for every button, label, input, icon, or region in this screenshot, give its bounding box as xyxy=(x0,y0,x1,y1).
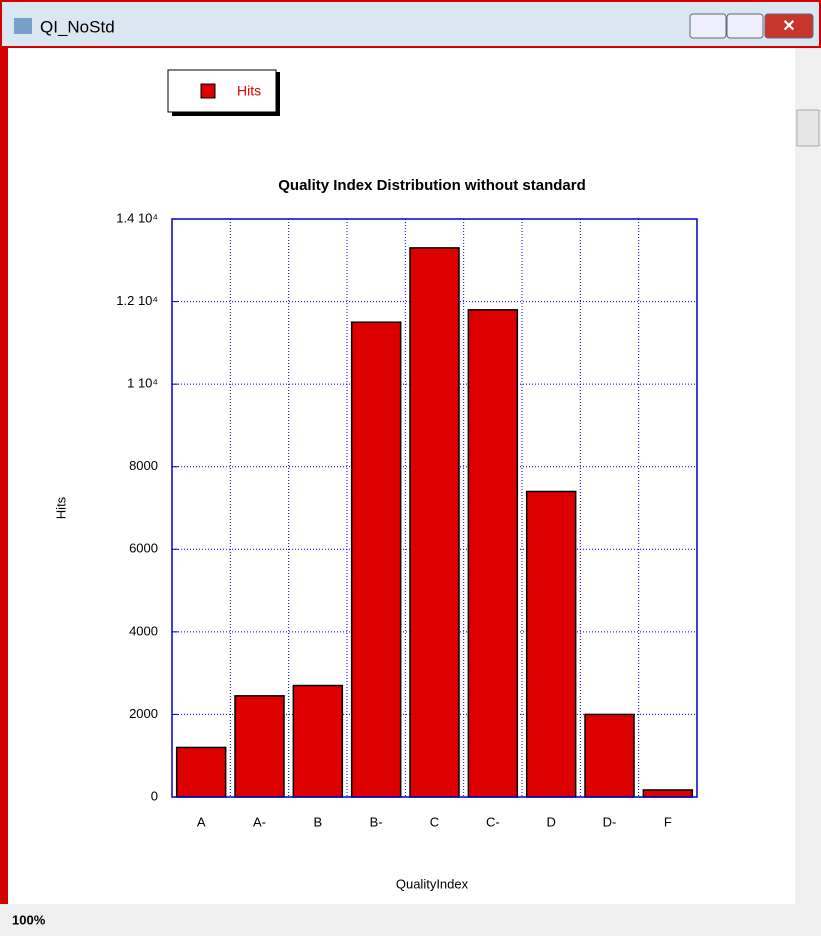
x-tick-label: D xyxy=(546,814,555,829)
x-tick-label: C xyxy=(430,814,439,829)
bar xyxy=(467,309,519,798)
legend-box xyxy=(167,69,277,113)
bar xyxy=(350,321,402,798)
y-tick-label: 0 xyxy=(151,788,158,803)
maximize-button[interactable] xyxy=(726,13,764,39)
bar xyxy=(525,490,577,798)
y-axis-label: Hits xyxy=(53,496,68,519)
minimize-button[interactable] xyxy=(689,13,727,39)
x-tick-label: F xyxy=(664,814,672,829)
bar xyxy=(175,746,227,798)
x-tick-label: C- xyxy=(486,814,500,829)
scroll-thumb[interactable] xyxy=(796,109,820,147)
bottom-bar xyxy=(0,904,821,936)
x-tick-label: B xyxy=(313,814,322,829)
close-button[interactable] xyxy=(764,13,814,39)
y-tick-label: 1 10⁴ xyxy=(127,376,158,391)
x-tick-label: B- xyxy=(370,814,383,829)
chart-title: Quality Index Distribution without stand… xyxy=(278,177,586,194)
close-x: ✕ xyxy=(782,18,795,35)
x-tick-label: A- xyxy=(253,814,266,829)
y-tick-label: 2000 xyxy=(129,706,158,721)
x-axis-label: QualityIndex xyxy=(396,876,469,891)
y-tick-label: 1.2 10⁴ xyxy=(116,293,158,308)
bar xyxy=(409,247,460,798)
y-tick-label: 8000 xyxy=(129,458,158,473)
legend-swatch xyxy=(200,83,216,99)
y-tick-label: 4000 xyxy=(129,623,158,638)
y-tick-label: 1.4 10⁴ xyxy=(116,210,158,225)
x-tick-label: D- xyxy=(603,814,617,829)
vertical-scrollbar[interactable] xyxy=(795,48,821,904)
bar xyxy=(234,695,285,798)
plot-frame xyxy=(171,218,698,798)
y-tick-label: 6000 xyxy=(129,541,158,556)
bar xyxy=(642,789,694,798)
legend-label: Hits xyxy=(237,83,261,99)
content xyxy=(8,48,795,904)
x-tick-label: A xyxy=(197,814,206,829)
bar xyxy=(584,713,635,798)
app-icon xyxy=(14,18,32,34)
zoom-level[interactable]: 100% xyxy=(12,912,46,927)
bar xyxy=(292,684,344,798)
window-title: QI_NoStd xyxy=(40,17,115,36)
